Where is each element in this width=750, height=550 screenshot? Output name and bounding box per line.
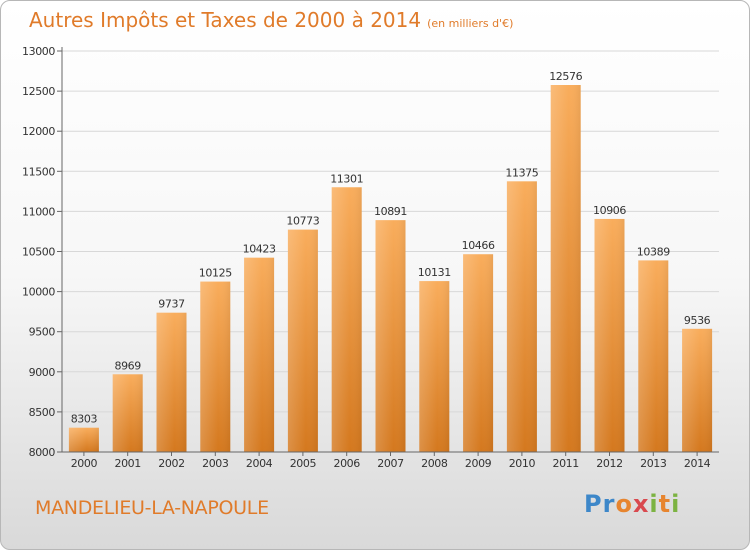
bar-shade	[682, 328, 713, 452]
y-tick-label: 12000	[22, 125, 55, 138]
bar-value-label: 11301	[330, 172, 363, 185]
town-name: MANDELIEU-LA-NAPOULE	[35, 497, 269, 519]
y-tick-label: 13000	[22, 45, 55, 58]
chart-title-block: Autres Impôts et Taxes de 2000 à 2014 (en…	[29, 8, 513, 32]
x-tick-label: 2005	[290, 457, 317, 470]
x-tick-label: 2004	[246, 457, 273, 470]
bar-shade	[244, 257, 275, 452]
bar-value-label: 12576	[549, 70, 582, 83]
y-tick-label: 11500	[22, 165, 55, 178]
bar-shade	[156, 312, 187, 452]
bar-value-label: 10131	[418, 266, 451, 279]
x-tick-label: 2009	[465, 457, 492, 470]
x-tick-label: 2014	[684, 457, 711, 470]
bar-value-label: 10389	[637, 245, 670, 258]
y-tick-label: 12500	[22, 85, 55, 98]
chart-title: Autres Impôts et Taxes de 2000 à 2014	[29, 8, 422, 32]
x-tick-label: 2007	[377, 457, 404, 470]
bar-shade	[463, 254, 494, 452]
y-tick-label: 8000	[29, 446, 56, 459]
bar-value-label: 8303	[71, 413, 98, 426]
bar-shade	[331, 187, 362, 452]
bar-shade	[287, 229, 318, 452]
bar-value-label: 10773	[286, 215, 319, 228]
x-tick-label: 2000	[71, 457, 98, 470]
bar-value-label: 10125	[199, 267, 232, 280]
x-tick-label: 2008	[421, 457, 448, 470]
bar-shade	[68, 427, 99, 452]
chart-unit: (en milliers d'€)	[427, 17, 514, 30]
bar-value-label: 8969	[114, 359, 141, 372]
x-tick-label: 2002	[158, 457, 184, 470]
bar-shade	[375, 220, 406, 452]
x-tick-label: 2010	[509, 457, 536, 470]
bar-value-label: 10891	[374, 205, 407, 218]
bar-shade	[112, 374, 143, 452]
bar-shade	[506, 181, 537, 452]
proxiti-logo: Proxiti	[584, 490, 681, 518]
y-tick-label: 10000	[22, 286, 55, 299]
bar-value-label: 10466	[462, 239, 495, 252]
y-tick-label: 8500	[29, 406, 56, 419]
bar-shade	[550, 85, 581, 453]
x-tick-label: 2001	[114, 457, 140, 470]
bar-shade	[638, 260, 669, 452]
y-tick-label: 9500	[29, 326, 56, 339]
y-tick-label: 10500	[22, 246, 55, 259]
bar-value-label: 11375	[505, 166, 538, 179]
bar-value-label: 9737	[158, 298, 185, 311]
bar-value-label: 10423	[243, 243, 276, 256]
bar-value-label: 9536	[684, 314, 711, 327]
bar-value-label: 10906	[593, 204, 626, 217]
bar-shade	[594, 218, 625, 452]
x-tick-label: 2012	[596, 457, 622, 470]
y-tick-label: 9000	[29, 366, 56, 379]
x-tick-label: 2013	[640, 457, 667, 470]
x-tick-label: 2011	[552, 457, 578, 470]
x-tick-label: 2006	[333, 457, 360, 470]
bar-shade	[200, 281, 231, 452]
x-tick-label: 2003	[202, 457, 229, 470]
bar-shade	[419, 281, 450, 452]
y-tick-label: 11000	[22, 205, 55, 218]
